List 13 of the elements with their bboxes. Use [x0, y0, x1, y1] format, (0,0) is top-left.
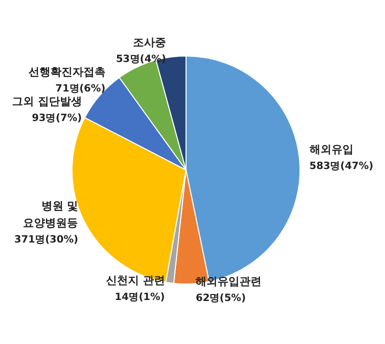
- slice-label: 조사중: [133, 36, 166, 50]
- slice-label: 그외 집단발생: [12, 95, 82, 108]
- slice-label: 해외유입: [309, 142, 354, 156]
- data-label: 14명(1%): [114, 292, 165, 303]
- data-label: 53명(4%): [116, 54, 166, 66]
- slice-label: 선행확진자접촉: [28, 66, 106, 79]
- data-label: 371명(30%): [14, 234, 78, 246]
- data-label: 62명(5%): [196, 292, 246, 304]
- data-label: 71명(6%): [55, 84, 106, 95]
- slice-label: 병원 및 요양병원등: [23, 199, 78, 230]
- data-label: 583명(47%): [309, 160, 374, 172]
- data-label: 93명(7%): [32, 113, 82, 124]
- slice-label: 해외유입관련: [196, 274, 262, 288]
